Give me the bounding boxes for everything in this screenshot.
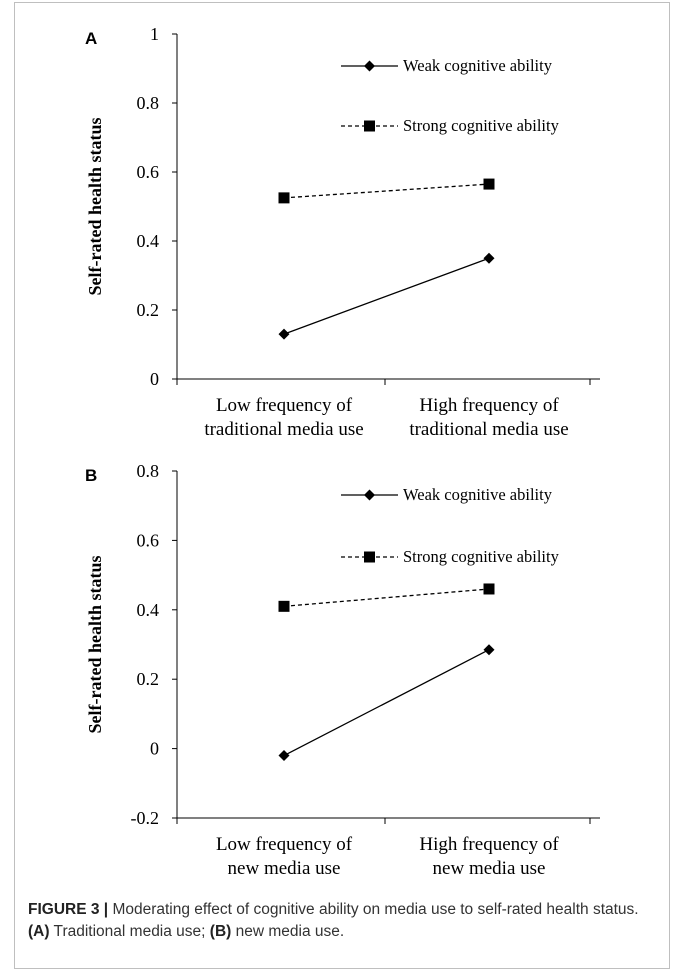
figure-frame [14,2,670,969]
x-category-label: traditional media use [409,419,568,440]
caption-ref-b: (B) [209,923,232,940]
y-tick-label: 0 [150,739,159,759]
legend-entry: Weak cognitive ability [341,485,553,504]
legend-marker [364,489,375,501]
legend-marker [364,60,375,72]
x-category-label: Low frequency of [216,834,353,855]
legend-marker [364,120,375,132]
panel-letter: A [85,29,97,48]
legend-entry: Strong cognitive ability [341,116,560,135]
series-line [283,649,490,757]
legend-label: Weak cognitive ability [403,56,553,75]
x-category-label: High frequency of [419,395,559,416]
series-weak [278,252,495,340]
series-strong [278,178,495,204]
series-line [283,588,490,607]
legend-marker [364,551,375,563]
y-tick-label: 0.6 [137,530,160,550]
x-category-label: High frequency of [419,834,559,855]
data-point [483,252,495,264]
legend-label: Weak cognitive ability [403,485,553,504]
caption-text-1: Moderating effect of cognitive ability o… [108,901,639,918]
legend-label: Strong cognitive ability [403,116,560,135]
y-tick-label: 0.2 [137,669,160,689]
y-tick-label: 0.2 [137,300,160,320]
legend-label: Strong cognitive ability [403,547,560,566]
panel-letter: B [85,466,97,485]
data-point [483,583,495,595]
y-tick-label: 0.8 [137,461,160,481]
x-category-label: traditional media use [204,419,363,440]
caption-ref-a: (A) [28,923,50,940]
legend-entry: Weak cognitive ability [341,56,553,75]
caption-label: FIGURE 3 | [28,901,109,918]
data-point [278,600,290,612]
x-category-label: Low frequency of [216,395,353,416]
caption-text-2: Traditional media use; [49,923,210,940]
y-tick-label: 0.4 [137,231,160,251]
data-point [278,750,290,762]
figure-caption: FIGURE 3 | Moderating effect of cognitiv… [28,899,648,943]
data-point [278,192,290,204]
data-point [483,178,495,190]
data-point [278,328,290,340]
series-weak [278,644,495,762]
y-axis-label: Self-rated health status [85,118,105,296]
chart-panel-b: B -0.2 0 0.2 0.4 0.6 0.8 Self-rated health stat… [85,461,600,879]
y-tick-label: 1 [150,24,159,44]
figure-charts: A 0 0.2 0.4 0.6 0.8 1 Self-rated health status L… [85,24,600,879]
x-category-label: new media use [228,858,341,879]
series-line [283,183,490,199]
y-tick-label: 0.4 [137,600,160,620]
caption-text-3: new media use. [231,923,345,940]
legend-entry: Strong cognitive ability [341,547,560,566]
series-line [283,257,490,335]
x-category-label: new media use [433,858,546,879]
y-tick-label: 0.6 [137,162,160,182]
series-strong [278,583,495,612]
y-tick-label: 0 [150,369,159,389]
y-tick-label: 0.8 [137,93,160,113]
y-tick-label: -0.2 [131,808,160,828]
data-point [483,644,495,656]
y-axis-label: Self-rated health status [85,556,105,734]
chart-panel-a: A 0 0.2 0.4 0.6 0.8 1 Self-rated health status L… [85,24,600,440]
